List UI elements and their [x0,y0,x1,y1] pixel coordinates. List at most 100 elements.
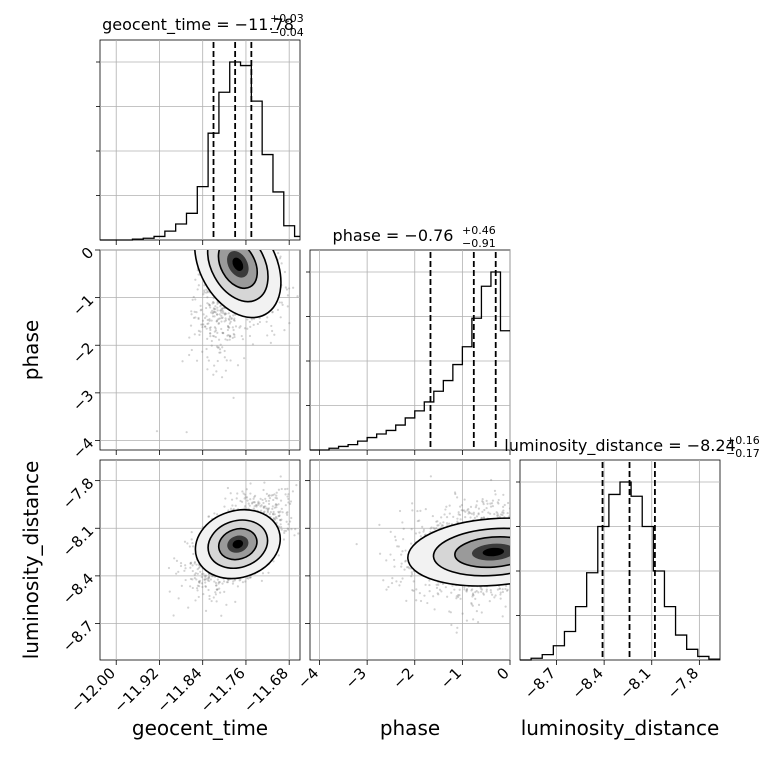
sample-point [198,565,201,568]
sample-point [207,303,210,306]
sample-point [271,507,274,511]
sample-point [416,509,419,513]
sample-point [272,560,275,563]
sample-point [212,301,215,304]
sample-point [216,359,219,363]
title-luminosity-distance-sup: +0.16 [726,434,760,447]
sample-point [490,478,493,482]
sample-point [472,594,475,597]
sample-point [404,559,407,562]
sample-point [199,579,202,582]
sample-point [286,487,289,490]
sample-point [185,431,188,434]
sample-point [253,495,256,498]
sample-point [273,493,276,496]
sample-point [265,500,268,503]
sample-point [216,588,219,591]
sample-point [263,481,266,484]
sample-point [192,545,195,548]
sample-point [212,300,215,304]
sample-point [493,489,497,493]
sample-point [228,315,232,318]
sample-point [193,562,196,565]
sample-point [240,334,243,338]
sample-point [243,327,247,330]
sample-point [220,314,223,317]
sample-point [284,529,288,532]
sample-point [198,585,201,588]
xticks-geocent_time: −12.00−11.92−11.84−11.76−11.68 [67,660,292,716]
sample-point [205,288,208,291]
sample-point [465,619,469,622]
sample-point [385,559,388,562]
sample-point [249,498,252,501]
density-contour [232,539,244,549]
ytick-label-phase: −1 [69,291,97,319]
sample-point [199,304,202,307]
sample-point [226,486,230,490]
sample-point [419,509,422,512]
sample-point [267,571,270,574]
sample-point [412,589,415,592]
sample-point [457,593,460,597]
sample-point [441,524,444,527]
sample-point [222,580,226,583]
sample-point [232,318,236,322]
sample-point [216,346,220,349]
sample-point [228,335,232,338]
sample-point [230,317,233,321]
sample-point [196,288,199,291]
sample-point [179,562,183,565]
sample-point [428,579,431,582]
sample-point [278,257,282,260]
sample-point [184,578,187,582]
sample-point [250,502,254,505]
sample-point [195,563,198,566]
sample-point [504,587,507,591]
hist-geocent-time-frame [99,39,301,241]
sample-point [463,498,466,501]
sample-point [193,573,196,576]
sample-point [215,600,218,603]
ytick-label-luminosity_distance: −7.8 [59,474,97,512]
ytick-label-phase: 0 [78,244,97,263]
sample-point [221,346,224,349]
sample-point [289,500,293,503]
sample-point [275,494,278,497]
sample-point [275,497,279,500]
sample-point [203,316,207,320]
sample-point [442,521,445,524]
sample-point [197,273,200,276]
sample-point [401,550,404,553]
sample-point [378,523,381,526]
sample-point [496,514,499,517]
sample-point [181,360,184,363]
sample-point [504,605,507,608]
sample-point [476,621,480,624]
sample-point [489,502,492,505]
sample-point [173,557,176,560]
sample-point [506,501,510,505]
sample-point [206,368,209,371]
sample-point [193,310,196,313]
sample-point [214,329,218,332]
sample-point [487,511,490,514]
sample-point [485,506,488,510]
sample-point [277,515,280,518]
xticks-geocent_time [115,240,290,245]
ytick-label-phase: −4 [69,434,97,462]
ytick-label-luminosity_distance: −8.1 [59,522,97,560]
sample-point [394,539,397,542]
hist-phase-frame [309,249,511,451]
sample-point [168,590,171,593]
sample-point [254,504,258,507]
sample-point [416,519,419,523]
sample-point [249,576,252,579]
sample-point [436,520,439,523]
sample-point [399,580,402,583]
sample-point [254,494,257,497]
sample-point [203,574,206,577]
sample-point [274,504,277,507]
sample-point [188,545,191,548]
